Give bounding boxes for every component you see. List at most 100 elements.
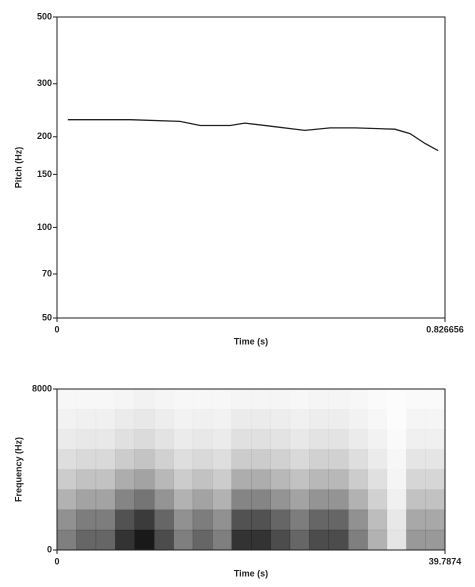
spectrogram-cell bbox=[115, 449, 135, 470]
spectrogram-cell bbox=[289, 449, 310, 470]
spectrogram-cell bbox=[57, 489, 77, 511]
spectrogram-cell bbox=[387, 449, 407, 469]
spectrogram-cell bbox=[367, 429, 388, 450]
y-tick-label: 300 bbox=[37, 78, 52, 88]
spectrogram-cell bbox=[57, 389, 77, 409]
spectrogram-cell bbox=[95, 489, 116, 511]
spectrogram-cell bbox=[192, 429, 213, 450]
spectrogram-cell bbox=[251, 409, 271, 430]
spectrogram-cell bbox=[173, 469, 194, 490]
spectrogram-cell bbox=[192, 409, 213, 430]
spectrogram-cell bbox=[309, 469, 329, 490]
spectrogram-cell bbox=[309, 489, 329, 511]
spectrogram-cell bbox=[406, 469, 426, 490]
spectrogram-cell bbox=[309, 449, 329, 470]
y-axis-label: Frequency (Hz) bbox=[13, 437, 23, 502]
spectrogram-cell bbox=[115, 529, 135, 551]
spectrogram-cell bbox=[406, 409, 426, 430]
spectrogram-cell bbox=[115, 489, 135, 511]
spectrogram-cell bbox=[425, 529, 446, 551]
spectrogram-cell bbox=[76, 509, 97, 531]
spectrogram-cell bbox=[96, 389, 116, 409]
spectrogram-cell bbox=[289, 529, 310, 551]
spectrogram-cell bbox=[367, 389, 387, 409]
spectrogram-cell bbox=[309, 429, 329, 450]
spectrogram-cell bbox=[115, 469, 135, 490]
y-tick-label: 70 bbox=[42, 268, 52, 278]
spectrogram-cell bbox=[212, 489, 232, 511]
spectrogram-cell bbox=[154, 449, 174, 470]
spectrogram-cell bbox=[192, 449, 213, 470]
spectrogram-cell bbox=[115, 389, 135, 410]
spectrogram-cell bbox=[386, 489, 407, 511]
y-axis-label: Pitch (Hz) bbox=[13, 147, 23, 189]
spectrogram-cell bbox=[387, 429, 407, 449]
spectrogram-cell bbox=[57, 409, 77, 430]
spectrogram-cell bbox=[406, 489, 426, 511]
spectrogram-cell bbox=[251, 429, 271, 450]
spectrogram-cell bbox=[231, 489, 252, 511]
spectrogram-cell bbox=[328, 389, 349, 410]
y-tick-label: 500 bbox=[37, 11, 52, 21]
spectrogram-cell bbox=[348, 389, 368, 409]
spectrogram-cell bbox=[154, 389, 174, 410]
spectrogram-cell bbox=[251, 529, 271, 551]
spectrogram-cell bbox=[76, 449, 97, 470]
spectrogram-cell bbox=[76, 489, 97, 511]
spectrogram-cell bbox=[154, 429, 174, 450]
spectrogram-cell bbox=[192, 529, 213, 551]
spectrogram-cell bbox=[57, 509, 77, 531]
pitch-line bbox=[67, 119, 439, 152]
spectrogram-cell bbox=[348, 469, 368, 490]
spectrogram-cell bbox=[231, 429, 252, 450]
spectrogram-cell bbox=[154, 409, 174, 430]
plot-frame bbox=[56, 388, 446, 551]
spectrogram-cell bbox=[406, 449, 426, 470]
spectrogram-cell bbox=[270, 409, 291, 430]
y-tick-label: 100 bbox=[37, 222, 52, 232]
x-tick-label: 0.826656 bbox=[426, 324, 464, 334]
spectrogram-cell bbox=[309, 509, 329, 531]
spectrogram-cell bbox=[251, 469, 271, 490]
spectrogram-cell bbox=[95, 469, 116, 490]
spectrogram-cell bbox=[76, 409, 97, 430]
spectrogram-cell bbox=[57, 469, 77, 490]
spectrogram-cell bbox=[134, 509, 155, 531]
spectrogram-cell bbox=[154, 509, 174, 531]
x-axis-label: Time (s) bbox=[234, 568, 268, 578]
spectrogram-cell bbox=[425, 469, 446, 490]
spectrogram-cell bbox=[348, 449, 368, 470]
spectrogram-cell bbox=[348, 429, 368, 450]
spectrogram-cell bbox=[134, 529, 155, 551]
spectrogram-cell bbox=[328, 469, 349, 490]
spectrogram-cell bbox=[193, 389, 213, 409]
spectrogram-cell bbox=[406, 509, 426, 531]
spectrogram-cell bbox=[367, 469, 388, 490]
spectrogram-cell bbox=[192, 509, 213, 531]
spectrogram-cell bbox=[95, 509, 116, 531]
spectrogram-cell bbox=[76, 429, 97, 450]
spectrogram-cell bbox=[134, 429, 155, 450]
spectrogram-cell bbox=[406, 389, 426, 409]
spectrogram-cell bbox=[251, 449, 271, 470]
spectrogram-cell bbox=[95, 429, 116, 450]
spectrogram-cell bbox=[231, 389, 252, 410]
spectrogram-cell bbox=[251, 509, 271, 531]
spectrogram-cell bbox=[134, 469, 155, 490]
spectrogram-cell bbox=[348, 529, 368, 551]
spectrogram-cell bbox=[328, 409, 349, 430]
spectrogram-cell bbox=[348, 509, 368, 531]
spectrogram-cell bbox=[270, 429, 291, 450]
spectrogram-cell bbox=[95, 409, 116, 430]
spectrogram-cell bbox=[212, 389, 232, 409]
spectrogram-cell bbox=[386, 509, 407, 531]
spectrogram-cell bbox=[270, 469, 291, 490]
spectrogram-cell bbox=[290, 389, 310, 409]
spectrogram-cell bbox=[406, 529, 426, 551]
spectrogram-cell bbox=[348, 489, 368, 511]
spectrogram-cell bbox=[328, 529, 349, 551]
spectrogram-cell bbox=[134, 489, 155, 511]
spectrogram-cell bbox=[270, 389, 291, 410]
spectrogram-cell bbox=[95, 529, 116, 551]
y-tick-label: 8000 bbox=[32, 383, 52, 393]
